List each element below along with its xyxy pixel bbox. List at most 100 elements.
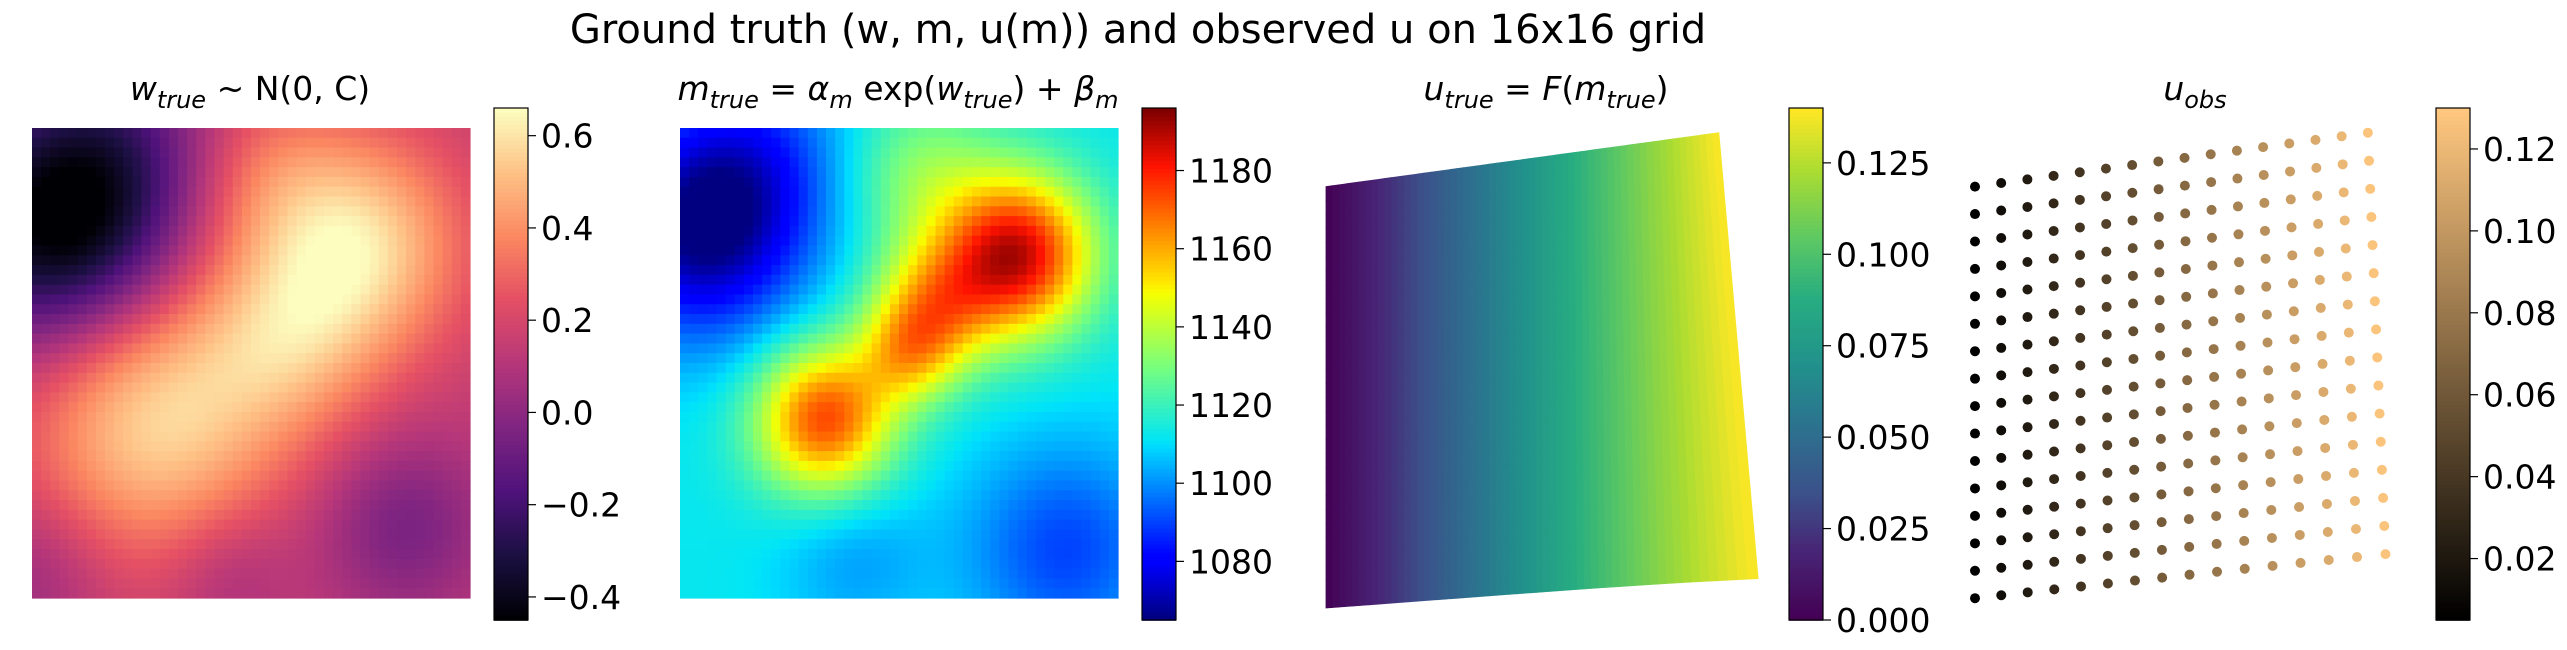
heatmap-cell [862,274,873,286]
heatmap-cell [187,588,197,599]
heatmap-cell [68,460,79,472]
heatmap-cell [1026,460,1037,472]
heatmap-cell [798,441,809,452]
colorbar-gradient-step [494,200,528,205]
heatmap-cell [689,382,699,393]
heatmap-cell [59,206,70,217]
heatmap-cell [360,333,371,345]
heatmap-cell [707,294,718,305]
heatmap-cell [32,206,42,217]
heatmap-cell [86,206,97,217]
heatmap-cell [150,431,161,442]
heatmap-cell [205,265,216,276]
heatmap-cell [743,480,754,491]
heatmap-cell [1108,372,1119,384]
heatmap-cell [807,549,818,560]
heatmap-cell [826,343,836,354]
heatmap-cell [68,382,79,393]
heatmap-cell [962,176,973,188]
heatmap-cell [114,480,124,491]
heatmap-cell [433,284,444,296]
heatmap-cell [278,147,289,158]
heatmap-cell [908,411,918,423]
heatmap-cell [397,294,407,305]
heatmap-cell [816,284,827,296]
heatmap-cell [981,176,991,188]
heatmap-cell [935,421,946,433]
heatmap-cell [95,265,106,276]
heatmap-cell [460,578,471,589]
heatmap-cell [424,402,435,413]
heatmap-cell [324,500,334,511]
heatmap-cell [168,157,179,168]
heatmap-cell [260,441,270,452]
heatmap-cell [926,421,937,433]
heatmap-cell [86,558,97,570]
heatmap-cell [871,353,882,364]
heatmap-cell [725,558,736,570]
heatmap-cell [698,558,708,570]
heatmap-cell [1081,421,1092,433]
heatmap-cell [178,343,188,354]
colorbar-gradient-step [1142,400,1176,405]
heatmap-cell [953,255,964,266]
heatmap-cell [844,304,854,315]
heatmap-cell [1072,167,1083,178]
heatmap-cell [387,314,398,325]
heatmap-cell [360,176,371,188]
heatmap-cell [734,333,745,345]
heatmap-cell [387,441,398,452]
heatmap-cell [41,284,51,296]
heatmap-cell [743,558,754,570]
heatmap-cell [680,333,690,345]
heatmap-cell [187,323,197,335]
colorbar-gradient-step [1142,140,1176,145]
heatmap-cell [1081,196,1092,207]
heatmap-cell [415,255,425,266]
colorbar-gradient-step [1142,512,1176,517]
heatmap-cell [926,392,937,403]
heatmap-cell [351,402,362,413]
heatmap-cell [68,225,79,237]
heatmap-cell [780,382,791,393]
heatmap-cell [962,470,973,482]
heatmap-cell [287,265,298,276]
heatmap-cell [981,509,991,521]
heatmap-cell [333,353,343,364]
heatmap-cell [780,323,791,335]
colorbar-gradient-step [1142,540,1176,545]
colorbar-gradient-step [1142,340,1176,345]
heatmap-cell [953,216,964,227]
heatmap-cell [844,216,854,227]
deformed-cell [1338,592,1347,608]
heatmap-cell [780,255,791,266]
heatmap-cell [972,333,982,345]
heatmap-cell [789,147,800,158]
heatmap-cell [351,421,362,433]
heatmap-cell [105,382,115,393]
heatmap-cell [269,490,279,501]
heatmap-cell [32,568,42,580]
heatmap-cell [41,265,51,276]
heatmap-cell [944,363,955,374]
heatmap-cell [150,460,161,472]
heatmap-cell [1054,167,1064,178]
heatmap-cell [86,265,97,276]
heatmap-cell [680,176,690,188]
heatmap-cell [753,529,763,540]
heatmap-cell [269,137,279,149]
heatmap-cell [123,539,133,550]
heatmap-cell [880,304,891,315]
heatmap-cell [132,343,143,354]
heatmap-cell [908,480,918,491]
heatmap-cell [780,568,791,580]
heatmap-cell [725,186,736,198]
heatmap-cell [743,392,754,403]
heatmap-cell [853,265,864,276]
heatmap-cell [86,167,97,178]
heatmap-cell [871,255,882,266]
heatmap-cell [835,578,845,589]
heatmap-cell [1072,216,1083,227]
heatmap-cell [95,382,106,393]
heatmap-cell [150,333,161,345]
